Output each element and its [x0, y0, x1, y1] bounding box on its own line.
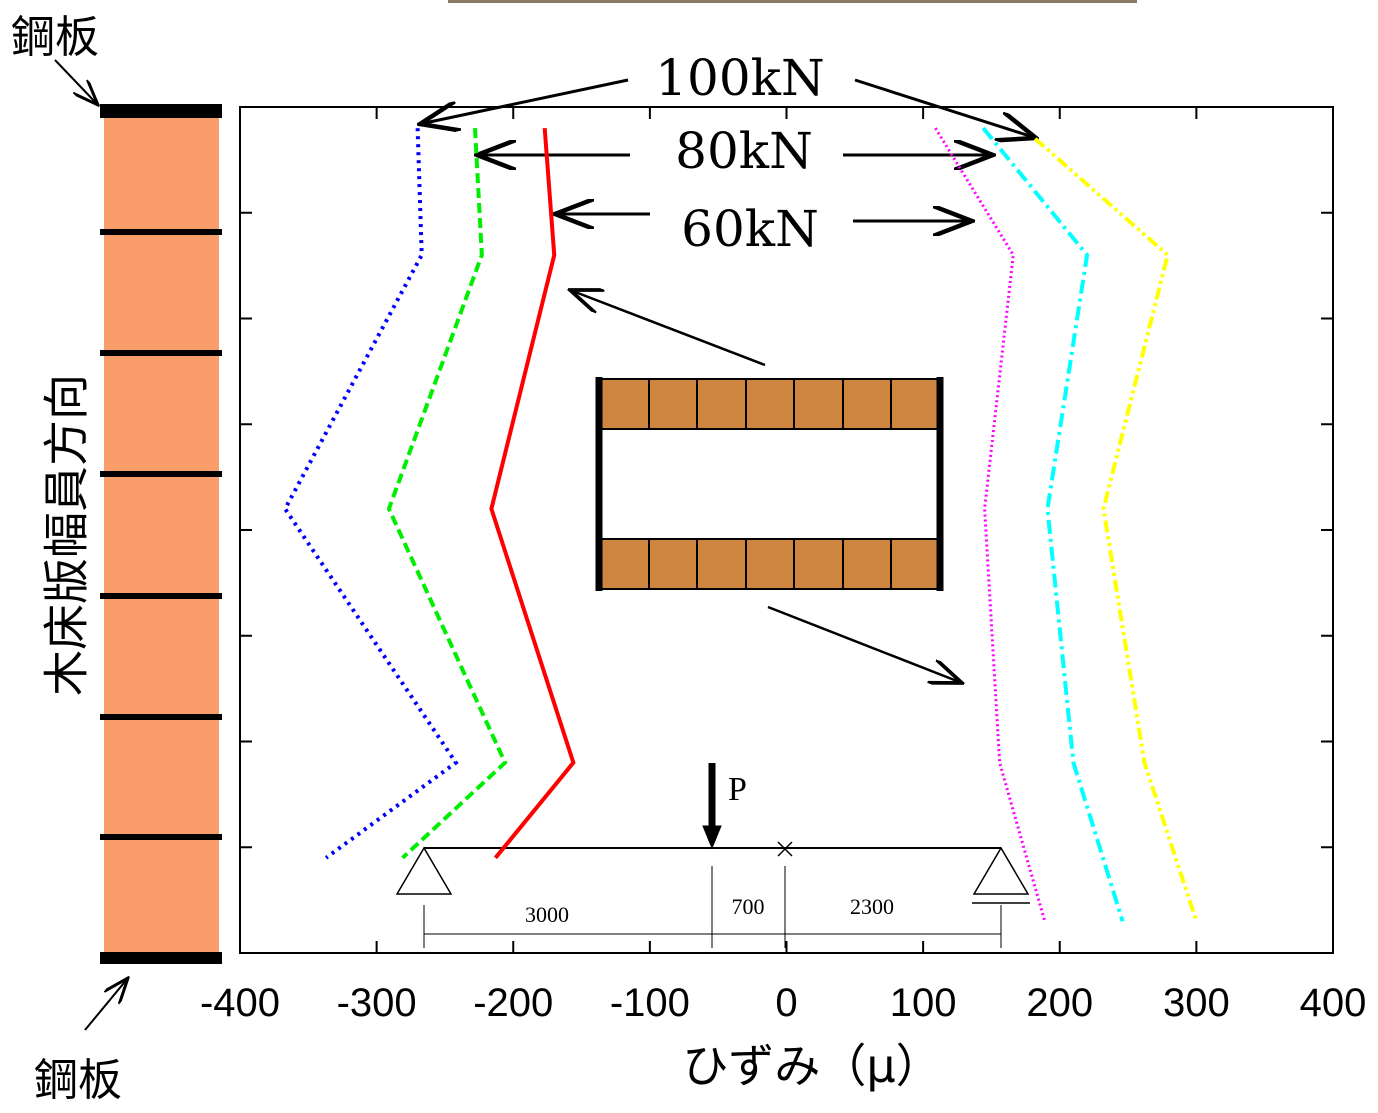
strain-line: [1035, 139, 1196, 922]
x-tick-label: 100: [890, 981, 957, 1025]
strain-line: [285, 128, 456, 858]
x-tick-label: 200: [1026, 981, 1093, 1025]
x-tick-label: -300: [337, 981, 417, 1025]
x-tick-label: -400: [200, 981, 280, 1025]
x-tick-label: -100: [610, 981, 690, 1025]
photo-strip: [448, 0, 1137, 3]
x-tick-label: 0: [775, 981, 797, 1025]
x-axis-label: ひずみ（μ）: [682, 1039, 941, 1093]
page: 鋼板 鋼板 木床版幅員方向 ひずみ（μ） P 3000 700 2300 100…: [0, 0, 1378, 1113]
beam-diagram: [397, 763, 1030, 948]
x-tick-label: 400: [1300, 981, 1367, 1025]
inset-diagram: [570, 290, 962, 683]
plate-label: 鋼板: [11, 12, 99, 63]
x-tick-label: 300: [1163, 981, 1230, 1025]
span-label: 700: [732, 894, 765, 919]
strain-line: [491, 128, 573, 858]
span-label: 3000: [525, 902, 569, 927]
chart: 鋼板 鋼板 木床版幅員方向 ひずみ（μ） P 3000 700 2300 100…: [0, 0, 1378, 1113]
load-annotation: 60kN: [681, 200, 819, 258]
load-annotation: 80kN: [675, 122, 813, 180]
strain-line: [983, 128, 1122, 921]
load-label: P: [728, 771, 747, 808]
strain-line: [935, 128, 1044, 921]
plate-label: 鋼板: [34, 1055, 122, 1106]
load-annotation: 100kN: [655, 49, 824, 107]
x-tick-label: -200: [473, 981, 553, 1025]
y-axis-label: 木床版幅員方向: [40, 374, 94, 696]
span-label: 2300: [850, 894, 894, 919]
